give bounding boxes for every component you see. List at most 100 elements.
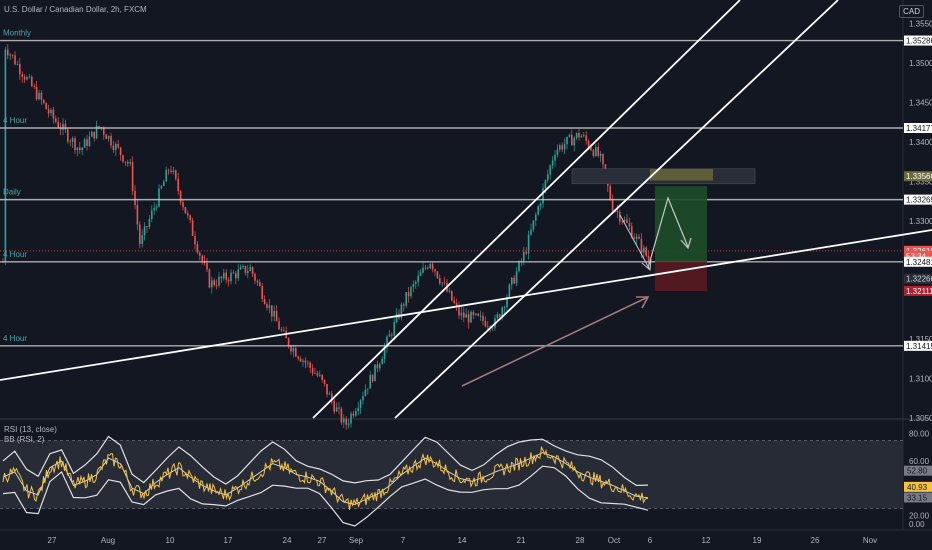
candle-body [537, 206, 539, 215]
candle-body [323, 379, 326, 385]
candle-body [83, 139, 86, 148]
candle-body [21, 73, 23, 77]
candle-body [167, 169, 170, 171]
candle-body [643, 247, 645, 253]
candle-body [297, 356, 299, 359]
candle-body [369, 374, 371, 389]
candle-body [177, 178, 179, 191]
candle-body [307, 362, 309, 364]
time-tick-3: 17 [224, 536, 233, 545]
candle-body [623, 219, 626, 222]
candle-body [129, 162, 131, 164]
candle-body [412, 283, 415, 287]
candle-body [242, 266, 244, 268]
candle-body [333, 400, 335, 412]
price-badge-bg-3 [904, 194, 932, 205]
price-badge-0: 1.35286 [906, 37, 932, 46]
candle-body [151, 210, 153, 220]
rsi-tick-0: 80.00 [909, 430, 930, 439]
candle-body [465, 314, 467, 318]
candle-body [184, 207, 187, 214]
level-label-1: 4 Hour [3, 116, 27, 125]
candle-body [472, 311, 475, 315]
price-badge-3: 1.33269 [906, 196, 932, 205]
candle-body [187, 213, 189, 216]
rsi-line [2, 445, 649, 510]
candle-body [429, 263, 431, 269]
candle-body [503, 306, 506, 308]
candle-body [355, 411, 357, 416]
candle-body [196, 244, 199, 253]
candle-body [549, 165, 551, 175]
candle-body [292, 348, 295, 352]
rsi-badge-2: 33.15 [907, 493, 928, 502]
candle-body [232, 272, 235, 274]
candle-body [105, 134, 107, 139]
time-tick-5: 27 [318, 536, 327, 545]
price-badge-bg-1 [904, 123, 932, 134]
candle-body [321, 374, 323, 380]
candle-body [172, 170, 175, 172]
down-arrowhead [641, 258, 652, 272]
candle-body [134, 190, 136, 206]
candle-body [201, 255, 203, 261]
candle-body [98, 126, 100, 128]
candle-body [158, 188, 160, 207]
candle-body [597, 146, 599, 156]
candle-body [223, 272, 225, 279]
candle-body [530, 229, 532, 235]
candle-body [393, 321, 395, 336]
candle-body [568, 134, 571, 137]
candle-body [88, 136, 91, 146]
candle-body [578, 132, 580, 138]
candle-body [590, 147, 592, 151]
candle-body [110, 135, 112, 146]
candle-body [501, 307, 503, 317]
candle-body [287, 338, 290, 347]
candle-body [122, 155, 124, 162]
rsi-title-line2: BB (RSI, 2) [4, 435, 45, 444]
candle-body [647, 256, 650, 261]
candle-body [410, 286, 412, 297]
candle-body [602, 153, 604, 165]
price-badge-bg-0 [904, 35, 932, 46]
time-tick-15: 26 [811, 536, 820, 545]
candle-body [367, 388, 369, 390]
candle-body [23, 76, 26, 80]
candle-body [419, 272, 422, 276]
candle-body [124, 161, 127, 163]
currency-badge[interactable]: CAD [899, 5, 924, 18]
candle-body [383, 347, 386, 359]
candle-body [513, 277, 515, 284]
candle-body [283, 330, 285, 332]
level-label-4: 4 Hour [3, 334, 27, 343]
entry-marker-zone [650, 168, 713, 181]
candle-body [561, 145, 563, 150]
candle-body [244, 266, 247, 274]
candle-body [14, 55, 16, 65]
candle-body [31, 76, 33, 87]
candle-body [280, 329, 283, 331]
candle-body [117, 143, 119, 148]
candle-body [542, 188, 544, 204]
rsi-badge-bg-1 [904, 481, 932, 492]
price-tick-4: 1.33500 [909, 177, 932, 186]
candle-body [422, 267, 424, 273]
candle-body [633, 237, 635, 239]
candle-body [86, 139, 88, 146]
candle-body [309, 362, 311, 368]
time-tick-2: 10 [166, 536, 175, 545]
candle-body [7, 49, 9, 56]
candle-body [415, 281, 417, 284]
candle-body [208, 269, 211, 288]
candle-body [247, 270, 249, 274]
candle-body [9, 54, 11, 56]
price-badge-7: 1.32266 [906, 275, 932, 284]
price-badge-bg-6 [904, 256, 932, 267]
candle-body [611, 199, 614, 211]
candle-body [592, 150, 595, 156]
candle-body [571, 134, 573, 146]
candle-body [69, 141, 71, 143]
candle-body [443, 282, 446, 284]
